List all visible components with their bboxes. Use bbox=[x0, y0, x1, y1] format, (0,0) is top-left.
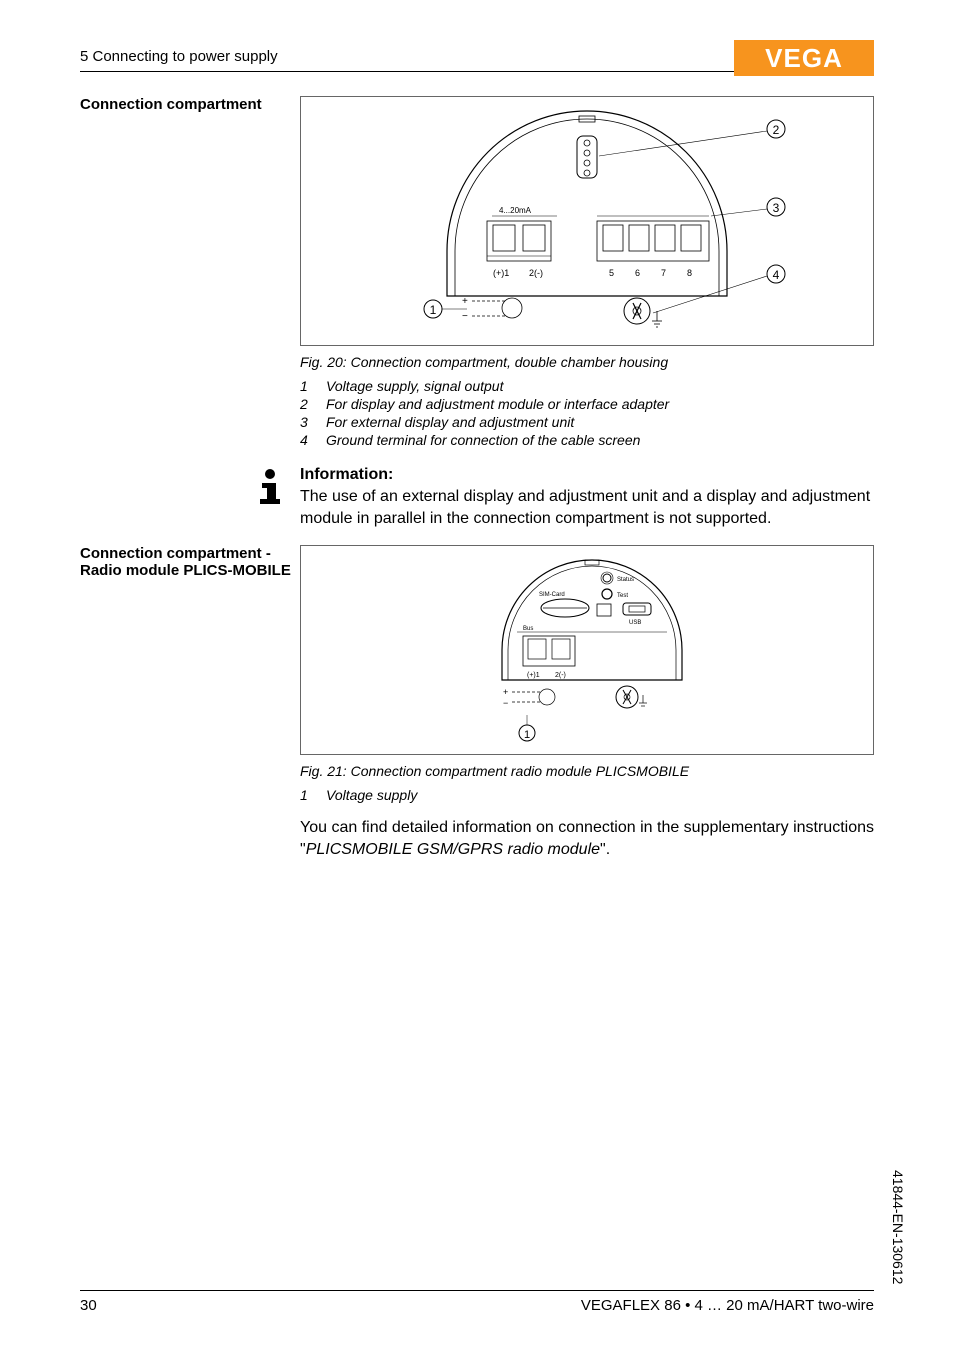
svg-text:8: 8 bbox=[687, 268, 692, 278]
page-number: 30 bbox=[80, 1297, 97, 1314]
info-icon bbox=[254, 466, 290, 529]
svg-text:1: 1 bbox=[430, 303, 437, 317]
svg-text:1: 1 bbox=[524, 729, 530, 741]
figure-21-caption: Fig. 21: Connection compartment radio mo… bbox=[300, 763, 874, 779]
svg-text:(+)1: (+)1 bbox=[527, 672, 540, 679]
figure-20-caption: Fig. 20: Connection compartment, double … bbox=[300, 354, 874, 370]
header-section-text: 5 Connecting to power supply bbox=[80, 48, 278, 65]
svg-text:6: 6 bbox=[635, 268, 640, 278]
info-title: Information: bbox=[300, 466, 874, 484]
figure-21-diagram: Status Test SIM-Card USB Bus bbox=[300, 545, 874, 755]
svg-text:(+)1: (+)1 bbox=[493, 268, 509, 278]
brand-logo: VEGA bbox=[734, 40, 874, 81]
section-2-body: You can find detailed information on con… bbox=[300, 817, 874, 860]
section-title-2: Connection compartment - Radio module PL… bbox=[80, 545, 300, 579]
svg-text:2: 2 bbox=[773, 123, 780, 137]
svg-text:VEGA: VEGA bbox=[765, 43, 843, 73]
figure-21-legend: 1Voltage supply bbox=[300, 787, 874, 803]
svg-text:USB: USB bbox=[629, 620, 641, 626]
svg-text:4: 4 bbox=[773, 268, 780, 282]
svg-text:−: − bbox=[462, 311, 468, 322]
svg-text:5: 5 bbox=[609, 268, 614, 278]
document-code: 41844-EN-130612 bbox=[890, 1170, 906, 1284]
figure-20-legend: 1Voltage supply, signal output 2For disp… bbox=[300, 378, 874, 448]
svg-text:7: 7 bbox=[661, 268, 666, 278]
svg-text:2(-): 2(-) bbox=[529, 268, 543, 278]
svg-text:Bus: Bus bbox=[523, 626, 533, 632]
section-title-1: Connection compartment bbox=[80, 96, 300, 113]
svg-text:3: 3 bbox=[773, 201, 780, 215]
svg-text:Status: Status bbox=[617, 577, 634, 583]
product-name: VEGAFLEX 86 • 4 … 20 mA/HART two-wire bbox=[581, 1297, 874, 1314]
svg-text:SIM-Card: SIM-Card bbox=[539, 592, 565, 598]
figure-20-diagram: 4...20mA (+)1 2(-) 5 6 bbox=[300, 96, 874, 346]
info-body: The use of an external display and adjus… bbox=[300, 486, 874, 529]
page-footer: 30 VEGAFLEX 86 • 4 … 20 mA/HART two-wire bbox=[80, 1290, 874, 1314]
svg-text:+: + bbox=[462, 296, 468, 307]
svg-text:+: + bbox=[503, 687, 508, 697]
svg-text:−: − bbox=[503, 698, 508, 708]
svg-text:2(-): 2(-) bbox=[555, 672, 566, 679]
svg-text:4...20mA: 4...20mA bbox=[499, 206, 532, 215]
svg-text:Test: Test bbox=[617, 593, 628, 599]
